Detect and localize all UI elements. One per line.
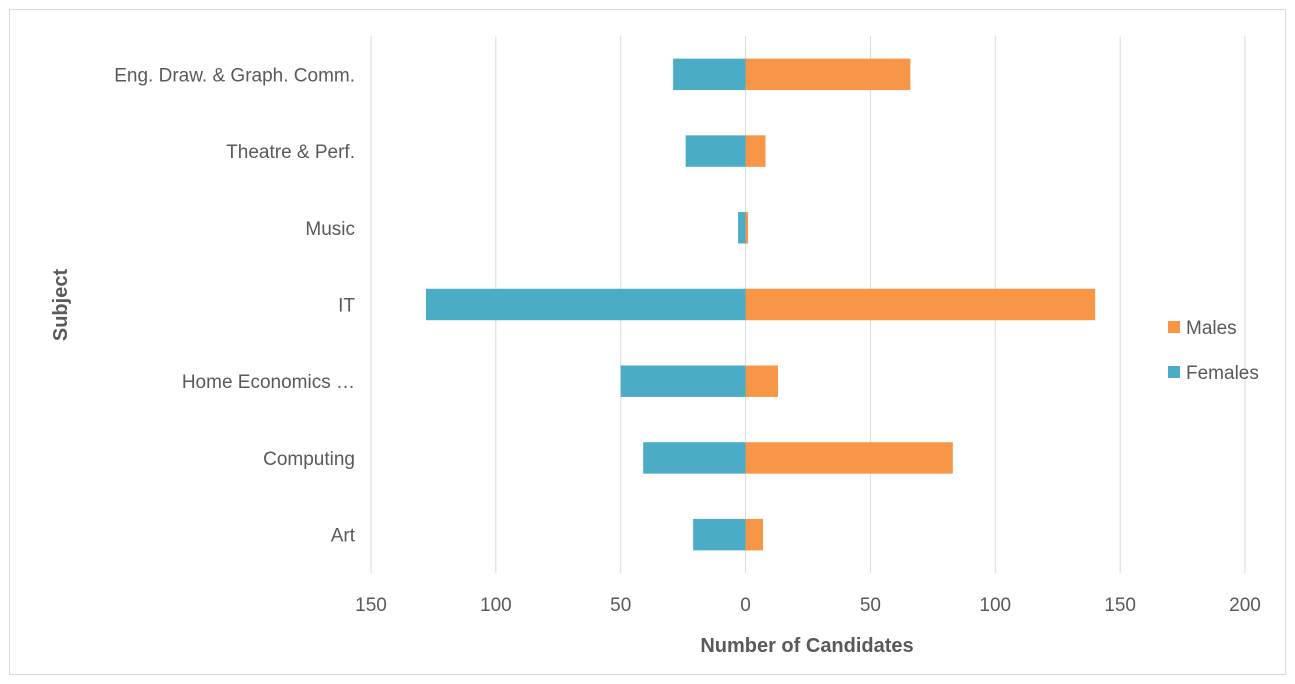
bar-females <box>738 212 746 244</box>
bar-females <box>685 135 746 167</box>
bars <box>425 58 1096 551</box>
bar-males <box>745 365 779 397</box>
x-axis-title: Number of Candidates <box>700 635 913 657</box>
bar-males <box>745 518 764 551</box>
y-tick-label: Theatre & Perf. <box>226 142 355 163</box>
bar-females <box>673 58 746 91</box>
y-tick-label: Eng. Draw. & Graph. Comm. <box>114 65 355 86</box>
y-tick-label: Art <box>331 526 356 547</box>
x-tick-label: 0 <box>740 595 751 616</box>
x-tick-label: 150 <box>1104 595 1136 616</box>
legend-swatch-females <box>1168 366 1180 378</box>
x-tick-label: 100 <box>480 595 512 616</box>
x-tick-label: 200 <box>1229 595 1261 616</box>
y-tick-label: Home Economics … <box>182 372 355 393</box>
bar-males <box>745 212 749 244</box>
bar-females <box>425 288 746 321</box>
bar-females <box>643 442 746 474</box>
y-tick-label: Computing <box>263 449 355 470</box>
legend-swatch-males <box>1168 321 1180 333</box>
x-tick-label: 50 <box>860 595 881 616</box>
chart-frame <box>9 9 1286 675</box>
x-tick-label: 50 <box>610 595 631 616</box>
legend-label-females: Females <box>1186 363 1259 384</box>
y-axis-title: Subject <box>50 269 72 342</box>
x-axis-tick-labels: 150 100 50 0 50 100 150 200 <box>355 595 1261 616</box>
bar-males <box>745 288 1096 321</box>
bar-females <box>693 518 746 551</box>
y-tick-label: Music <box>305 219 355 240</box>
legend: Males Females <box>1168 318 1259 384</box>
y-tick-label: IT <box>338 296 355 317</box>
x-tick-label: 100 <box>979 595 1011 616</box>
y-axis-tick-labels: Eng. Draw. & Graph. Comm. Theatre & Perf.… <box>114 65 355 546</box>
bar-males <box>745 135 766 167</box>
bar-males <box>745 58 911 91</box>
legend-label-males: Males <box>1186 318 1237 339</box>
bar-females <box>620 365 746 397</box>
x-tick-label: 150 <box>355 595 387 616</box>
bar-males <box>745 442 953 474</box>
